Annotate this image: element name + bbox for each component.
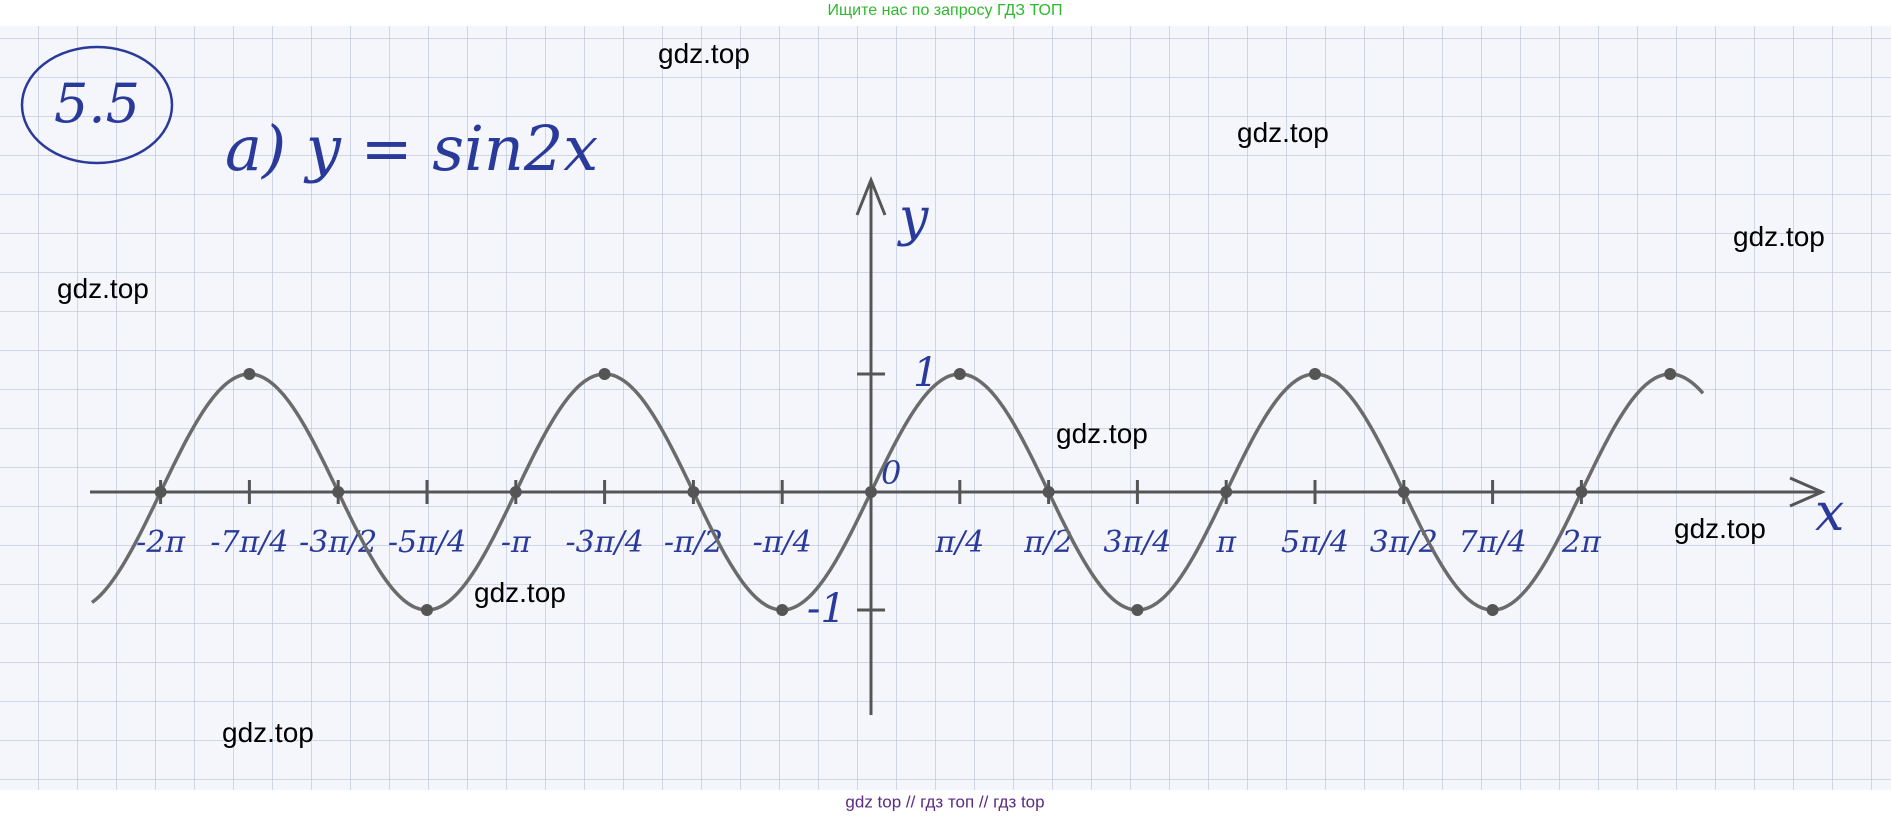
x-tick-label: π/4 — [934, 525, 984, 560]
x-tick-label: 5π/4 — [1281, 525, 1349, 560]
x-tick-label: -7π/4 — [210, 525, 288, 560]
sine-curve — [90, 372, 1705, 612]
x-arrow — [1789, 476, 1826, 508]
curve-point — [1220, 486, 1233, 498]
curve-point — [1397, 486, 1410, 498]
curve-point — [776, 604, 789, 616]
curve-point — [332, 486, 345, 498]
watermark: gdz.top — [1733, 221, 1825, 252]
x-tick-label: 3π/2 — [1370, 525, 1438, 560]
x-tick-label: -π/2 — [664, 525, 723, 560]
curve-point — [1575, 486, 1588, 498]
x-tick-label: -3π/4 — [566, 525, 644, 560]
curve-point — [865, 486, 877, 498]
problem-title: а) y = sin2x — [225, 112, 598, 185]
footer-text: gdz top // гдз топ // гдз top — [845, 792, 1044, 811]
watermark: gdz.top — [222, 717, 314, 748]
curve-point — [154, 486, 167, 498]
watermark: gdz.top — [57, 273, 149, 304]
x-tick-label: π/2 — [1023, 525, 1073, 560]
curve-point — [598, 368, 611, 380]
x-tick-label: 3π/4 — [1103, 525, 1171, 560]
number-circle — [20, 45, 174, 165]
watermark: gdz.top — [1674, 513, 1766, 544]
curve-point — [1309, 368, 1321, 380]
header-text: Ищите нас по запросу ГДЗ ТОП — [828, 2, 1063, 19]
curve-point — [1664, 368, 1677, 380]
x-tick-label: -π/4 — [753, 525, 812, 560]
x-tick-label: -3π/2 — [299, 525, 377, 560]
curve-point — [509, 486, 522, 498]
curve-point — [953, 368, 966, 380]
x-tick-label: -2π — [136, 525, 186, 560]
origin-label: 0 — [881, 454, 901, 492]
x-tick-label: 7π/4 — [1459, 525, 1527, 560]
watermarks: gdz.top gdz.top gdz.top gdz.top gdz.top gdz.t… — [57, 38, 1825, 748]
x-tick-label: -5π/4 — [388, 525, 466, 560]
x-tick-label: 2π — [1561, 525, 1602, 560]
y-arrow — [855, 175, 887, 216]
x-tick-label: -π — [501, 525, 532, 560]
watermark: gdz.top — [474, 577, 566, 608]
curve-point — [687, 486, 700, 498]
y-tick-label: 1 — [913, 350, 938, 396]
y-axis-label: y — [897, 188, 929, 248]
x-axis-label: x — [1815, 483, 1844, 543]
watermark: gdz.top — [1056, 418, 1148, 449]
curve-point — [1131, 604, 1144, 616]
x-tick-label: π — [1215, 525, 1237, 560]
curve-point — [421, 604, 433, 616]
watermark: gdz.top — [1237, 117, 1329, 148]
curve-point — [243, 368, 256, 380]
paper — [0, 26, 1891, 790]
watermark: gdz.top — [658, 38, 750, 69]
curve-point — [1486, 604, 1499, 616]
curve-point — [1042, 486, 1055, 498]
problem-number: 5.5 — [54, 72, 140, 135]
